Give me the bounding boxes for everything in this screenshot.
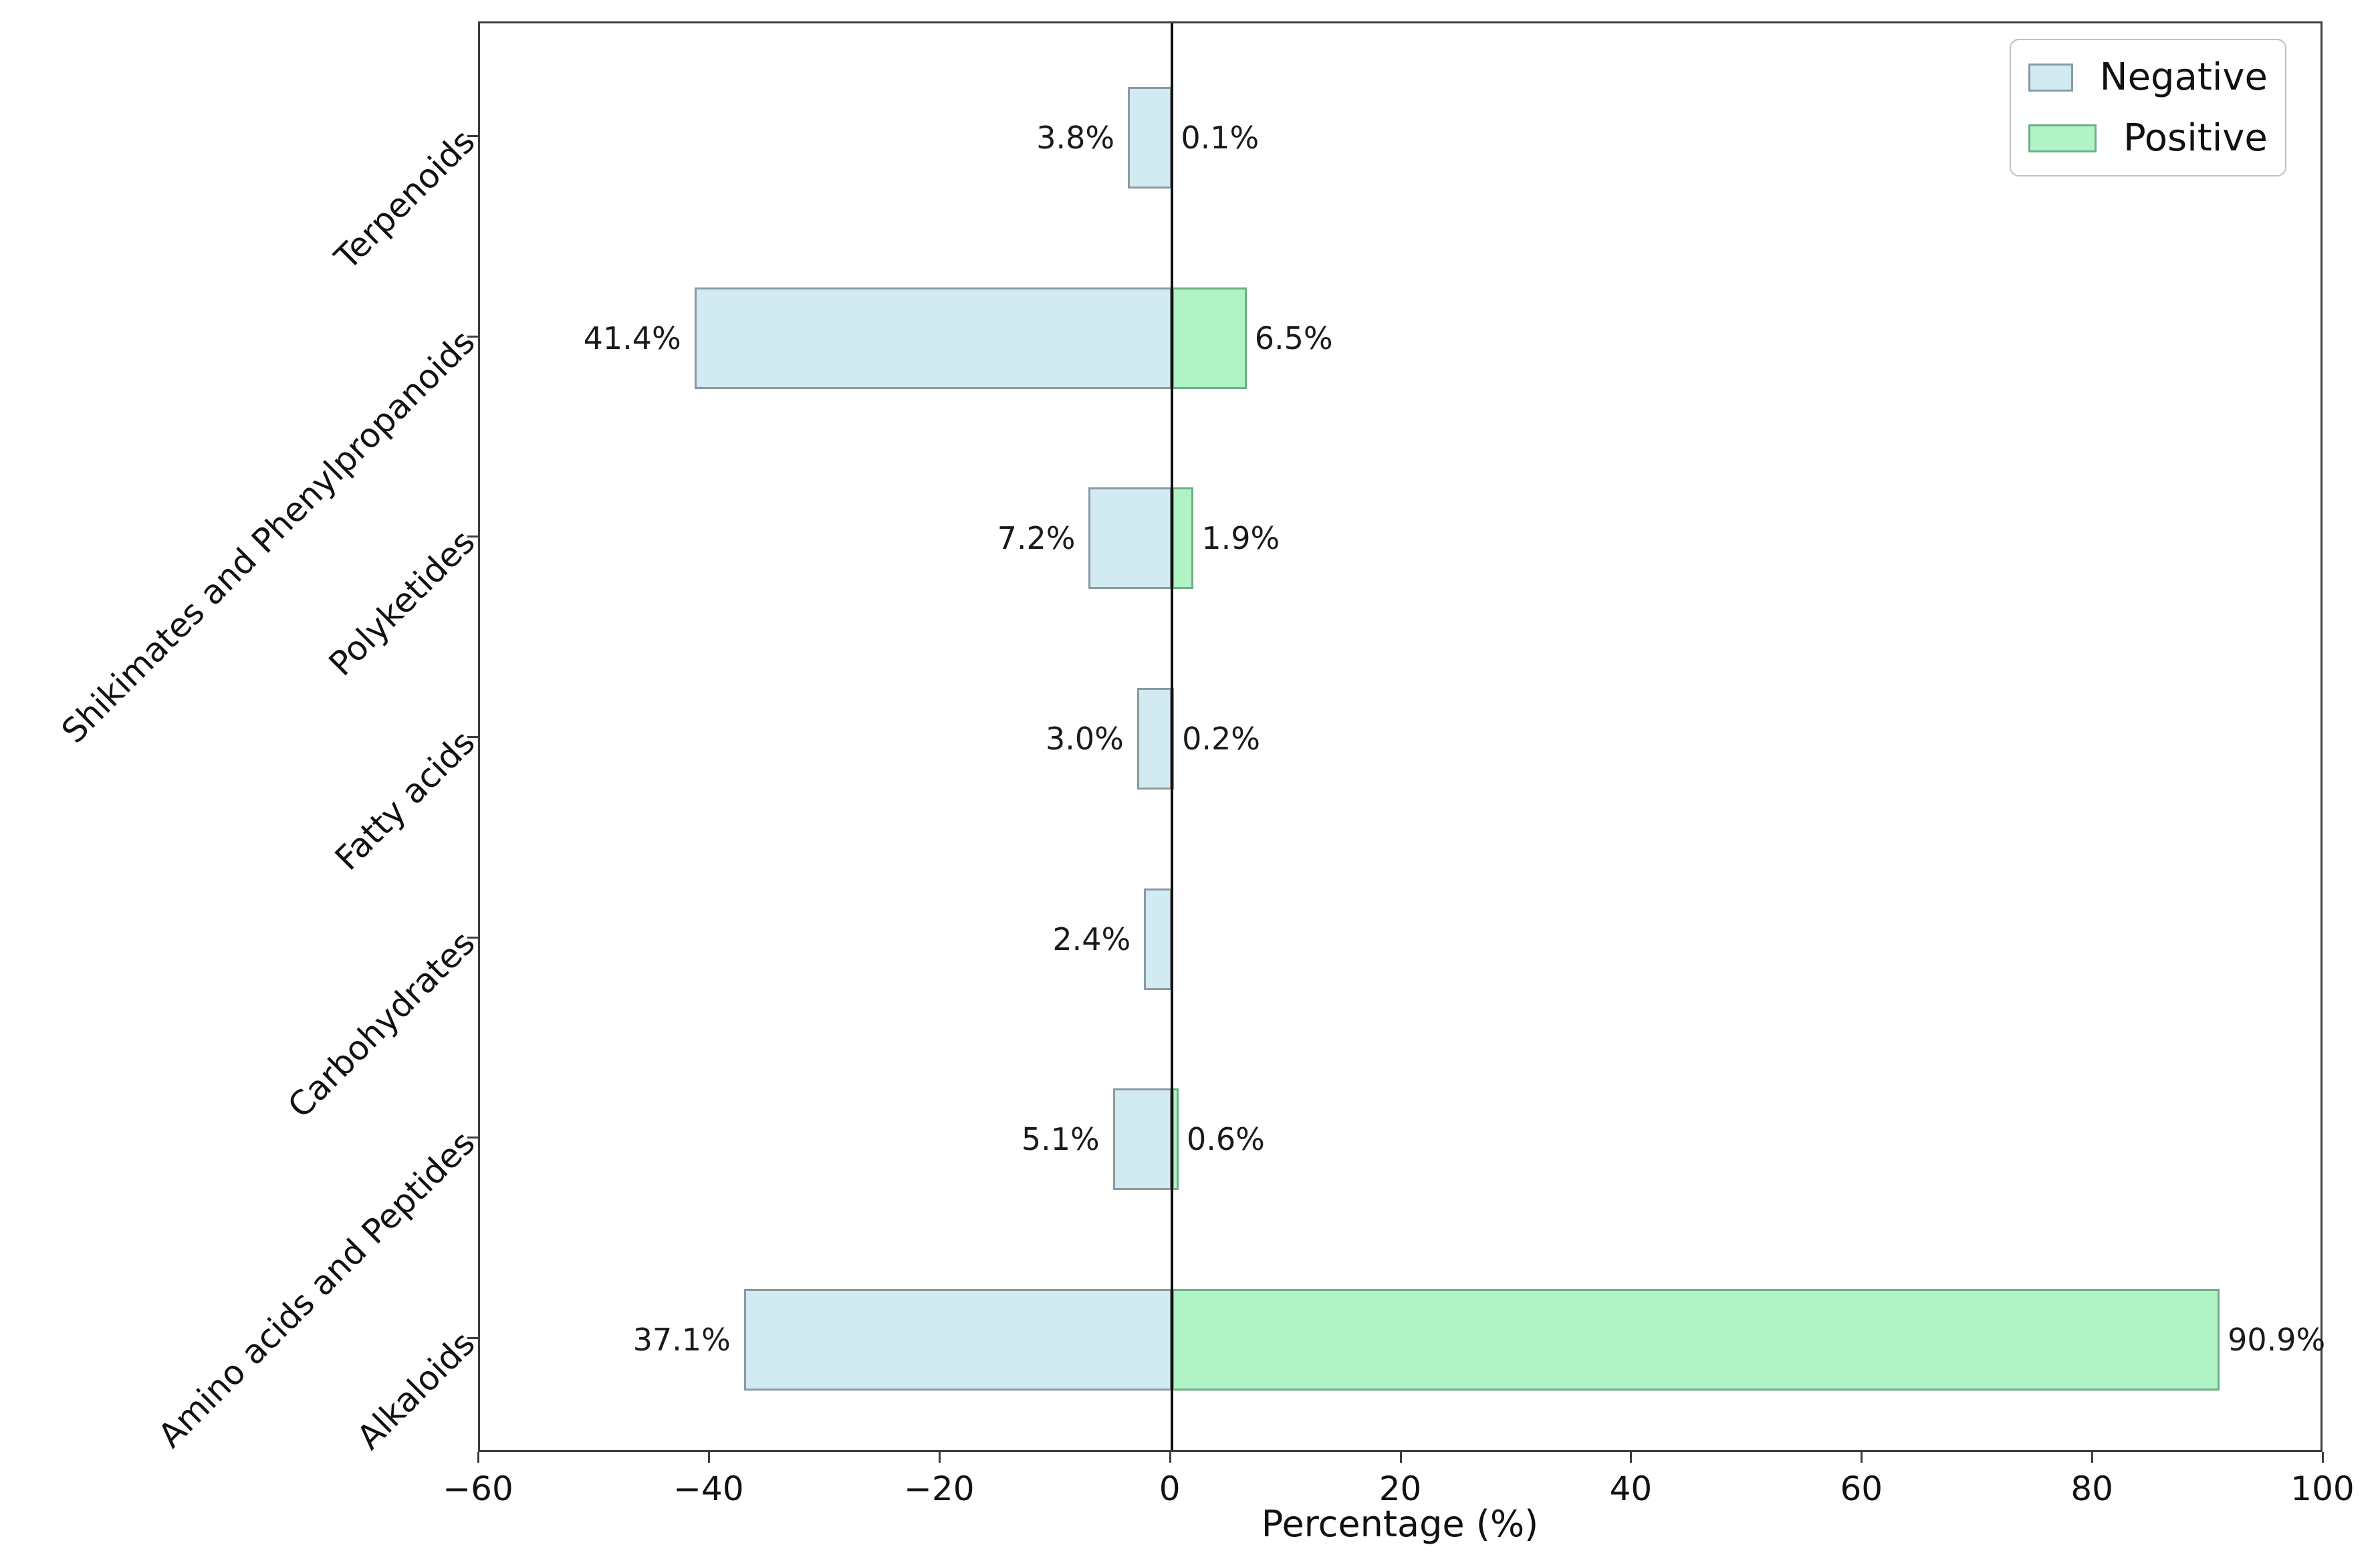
value-label-positive-polyketides: 1.9% bbox=[1201, 520, 1280, 557]
bar-positive-polyketides bbox=[1171, 487, 1194, 590]
value-label-negative-alkaloids: 37.1% bbox=[632, 1322, 731, 1358]
bar-positive-alkaloids bbox=[1171, 1289, 2220, 1391]
y-tick-carbohydrates bbox=[467, 936, 478, 939]
x-tick-label-6: 60 bbox=[1840, 1469, 1883, 1508]
value-label-positive-amino-acids-and-peptides: 0.6% bbox=[1186, 1121, 1265, 1158]
value-label-positive-terpenoids: 0.1% bbox=[1181, 120, 1260, 156]
y-tick-polyketides bbox=[467, 535, 478, 538]
value-label-negative-terpenoids: 3.8% bbox=[1036, 120, 1115, 156]
x-tick-5 bbox=[1630, 1452, 1633, 1463]
y-tick-alkaloids bbox=[467, 1337, 478, 1339]
value-label-negative-polyketides: 7.2% bbox=[997, 520, 1076, 557]
x-tick-label-8: 100 bbox=[2290, 1469, 2355, 1508]
x-tick-1 bbox=[707, 1452, 710, 1463]
x-tick-2 bbox=[938, 1452, 941, 1463]
bar-negative-terpenoids bbox=[1128, 87, 1172, 189]
legend-swatch-positive bbox=[2028, 124, 2097, 152]
bar-negative-alkaloids bbox=[743, 1289, 1172, 1391]
value-label-positive-shikimates-and-phenylpropanoids: 6.5% bbox=[1254, 320, 1333, 356]
bar-negative-amino-acids-and-peptides bbox=[1112, 1088, 1172, 1191]
x-tick-label-7: 80 bbox=[2070, 1469, 2113, 1508]
zero-baseline bbox=[1170, 23, 1173, 1450]
bar-negative-carbohydrates bbox=[1144, 888, 1172, 990]
x-tick-7 bbox=[2091, 1452, 2094, 1463]
x-tick-label-4: 20 bbox=[1379, 1469, 1422, 1508]
bar-positive-shikimates-and-phenylpropanoids bbox=[1171, 287, 1247, 389]
legend-entry-negative: Negative bbox=[2028, 55, 2268, 99]
value-label-negative-fatty-acids: 3.0% bbox=[1046, 721, 1124, 757]
plot-area: 3.8% 0.1% 41.4% 6.5% 7.2% 1.9% 3.0% 0.2% 2.4% 5.1… bbox=[478, 21, 2326, 1452]
x-tick-6 bbox=[1861, 1452, 1863, 1463]
legend: Negative Positive bbox=[2010, 39, 2286, 176]
x-tick-4 bbox=[1399, 1452, 1402, 1463]
y-tick-amino-acids-and-peptides bbox=[467, 1137, 478, 1139]
value-label-negative-carbohydrates: 2.4% bbox=[1052, 921, 1131, 957]
x-tick-label-0: −60 bbox=[443, 1469, 513, 1508]
legend-label-negative: Negative bbox=[2099, 55, 2268, 99]
x-tick-label-3: 0 bbox=[1159, 1469, 1181, 1508]
bar-negative-shikimates-and-phenylpropanoids bbox=[694, 287, 1172, 389]
legend-entry-positive: Positive bbox=[2028, 116, 2268, 160]
bar-negative-fatty-acids bbox=[1137, 688, 1172, 790]
y-category-label-carbohydrates: Carbohydrates bbox=[280, 923, 483, 1126]
legend-swatch-negative bbox=[2028, 63, 2073, 92]
x-tick-8 bbox=[2322, 1452, 2324, 1463]
y-tick-fatty-acids bbox=[467, 736, 478, 738]
legend-label-positive: Positive bbox=[2123, 116, 2268, 160]
x-tick-label-5: 40 bbox=[1609, 1469, 1653, 1508]
value-label-negative-amino-acids-and-peptides: 5.1% bbox=[1021, 1121, 1100, 1158]
y-tick-shikimates-and-phenylpropanoids bbox=[467, 335, 478, 338]
value-label-positive-alkaloids: 90.9% bbox=[2228, 1322, 2326, 1358]
x-tick-3 bbox=[1169, 1452, 1171, 1463]
x-tick-label-2: −20 bbox=[903, 1469, 975, 1508]
bar-negative-polyketides bbox=[1088, 487, 1172, 590]
x-tick-label-1: −40 bbox=[673, 1469, 744, 1508]
value-label-negative-shikimates-and-phenylpropanoids: 41.4% bbox=[583, 320, 681, 356]
x-axis-title: Percentage (%) bbox=[1261, 1503, 1539, 1545]
x-tick-0 bbox=[477, 1452, 479, 1463]
value-label-positive-fatty-acids: 0.2% bbox=[1182, 721, 1260, 757]
y-tick-terpenoids bbox=[467, 135, 478, 137]
